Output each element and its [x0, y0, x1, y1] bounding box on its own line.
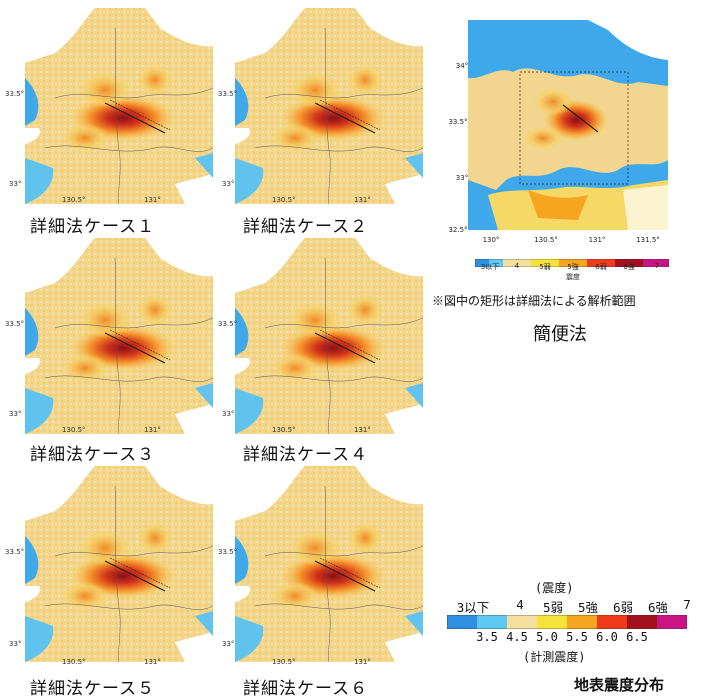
legend-unit-label: (計測震度) — [523, 650, 586, 664]
y-label: 33.5° — [5, 320, 25, 328]
legend-swatch — [477, 615, 508, 629]
legend-boundary: 3.5 — [476, 630, 498, 644]
y-label: 33.5° — [5, 90, 25, 98]
intensity-colorbar — [446, 614, 688, 630]
simple-colorbar-class: 5強 — [567, 263, 579, 271]
simple-y-label: 34° — [455, 62, 469, 70]
simple-y-label: 33.5° — [448, 118, 468, 126]
legend-swatch — [507, 615, 538, 629]
detail-map-case-4 — [235, 238, 423, 434]
simple-colorbar-class: 4 — [514, 262, 520, 270]
y-label: 33.5° — [218, 548, 238, 556]
legend-boundary: 4.5 — [506, 630, 528, 644]
simple-colorbar-class: 6弱 — [595, 263, 607, 271]
simple-colorbar-class: 7 — [654, 262, 660, 270]
x-label: 130.5° — [62, 426, 86, 434]
analysis-range-note: ※図中の矩形は詳細法による解析範囲 — [432, 294, 636, 308]
simple-colorbar-class: 3以下 — [480, 263, 500, 271]
y-label: 33° — [222, 180, 235, 188]
simple-y-label: 32.5° — [448, 226, 468, 234]
case-6-caption: 詳細法ケース６ — [243, 679, 369, 699]
legend-class: 4 — [516, 597, 524, 612]
simple-method-title: 簡便法 — [533, 324, 587, 345]
detail-map-case-3 — [25, 238, 213, 434]
legend-swatch — [537, 615, 568, 629]
y-label: 33° — [9, 410, 22, 418]
x-label: 130.5° — [272, 658, 296, 666]
y-label: 33.5° — [5, 548, 25, 556]
x-label: 131° — [354, 426, 371, 434]
legend-swatch — [657, 615, 688, 629]
y-label: 33° — [9, 180, 22, 188]
y-label: 33° — [222, 640, 235, 648]
simple-colorbar — [474, 252, 670, 268]
simple-x-label: 130° — [482, 236, 500, 244]
detail-map-case-6 — [235, 466, 423, 662]
simple-x-label: 131° — [588, 236, 606, 244]
legend-boundary: 5.5 — [566, 630, 588, 644]
x-label: 131° — [354, 658, 371, 666]
legend-boundary: 6.0 — [596, 630, 618, 644]
x-label: 131° — [354, 196, 371, 204]
y-label: 33.5° — [218, 320, 238, 328]
figure-title: 地表震度分布 — [574, 676, 665, 694]
case-5-caption: 詳細法ケース５ — [30, 679, 156, 699]
legend-class: 5強 — [577, 600, 599, 615]
case-1-caption: 詳細法ケース１ — [30, 217, 156, 237]
y-label: 33° — [9, 640, 22, 648]
x-label: 131° — [144, 196, 161, 204]
x-label: 130.5° — [62, 196, 86, 204]
simple-colorbar-title: 震度 — [566, 273, 580, 281]
legend-boundary: 6.5 — [626, 630, 648, 644]
legend-title: (震度) — [535, 581, 574, 595]
legend-class: 6強 — [647, 600, 669, 615]
simple-x-label: 130.5° — [534, 236, 558, 244]
legend-swatch — [447, 615, 478, 629]
x-label: 131° — [144, 426, 161, 434]
legend-class: 7 — [683, 597, 691, 612]
detail-map-case-1 — [25, 8, 213, 204]
legend-boundary: 5.0 — [536, 630, 558, 644]
simple-method-map — [467, 19, 669, 231]
legend-class: 6弱 — [612, 600, 634, 615]
case-2-caption: 詳細法ケース２ — [243, 217, 369, 237]
legend-class: 3以下 — [456, 600, 490, 615]
x-label: 130.5° — [272, 426, 296, 434]
y-label: 33° — [222, 410, 235, 418]
y-label: 33.5° — [218, 90, 238, 98]
simple-y-label: 33° — [455, 174, 469, 182]
x-label: 130.5° — [62, 658, 86, 666]
detail-map-case-2 — [235, 8, 423, 204]
case-4-caption: 詳細法ケース４ — [243, 445, 369, 465]
simple-colorbar-class: 6強 — [623, 263, 635, 271]
legend-swatch — [627, 615, 658, 629]
x-label: 131° — [144, 658, 161, 666]
simple-x-label: 131.5° — [636, 236, 660, 244]
simple-colorbar-class: 5弱 — [539, 263, 551, 271]
legend-swatch — [597, 615, 628, 629]
legend-swatch — [567, 615, 598, 629]
legend-class: 5弱 — [542, 600, 564, 615]
x-label: 130.5° — [272, 196, 296, 204]
detail-map-case-5 — [25, 466, 213, 662]
case-3-caption: 詳細法ケース３ — [30, 445, 156, 465]
